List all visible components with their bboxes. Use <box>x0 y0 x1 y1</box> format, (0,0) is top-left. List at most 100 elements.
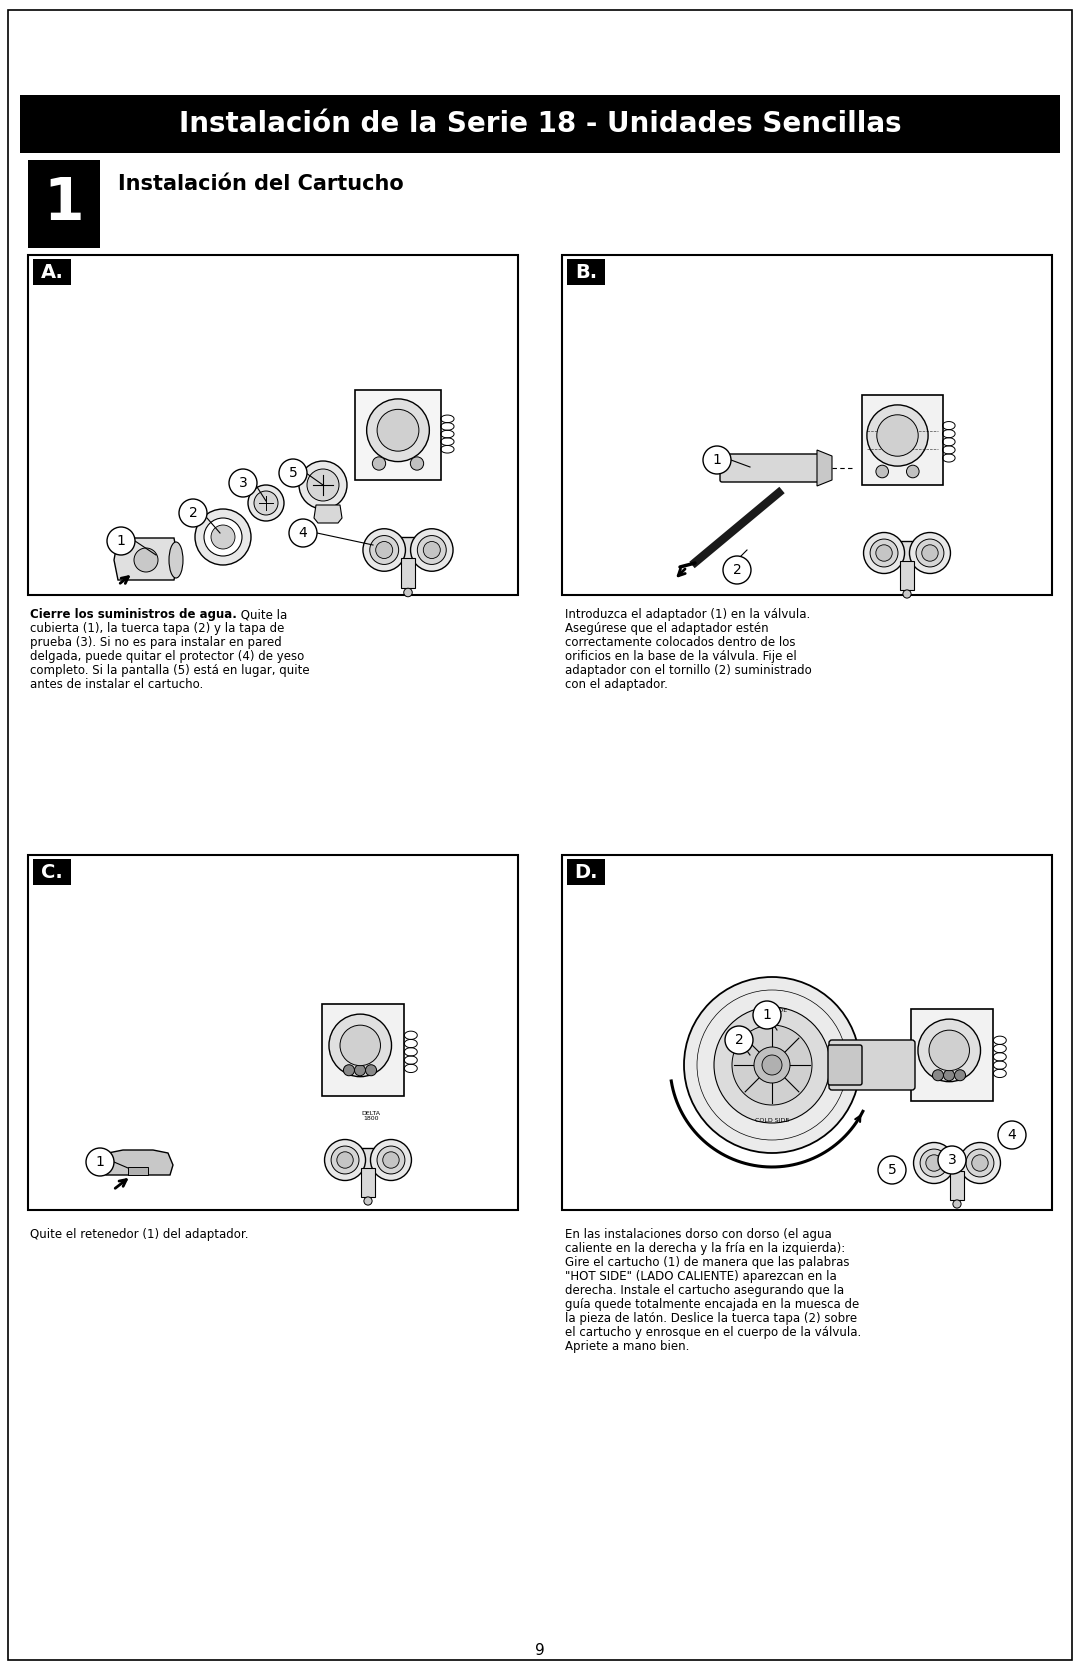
Circle shape <box>753 1001 781 1030</box>
Circle shape <box>864 532 905 574</box>
Circle shape <box>998 1122 1026 1148</box>
Circle shape <box>377 409 419 451</box>
Text: adaptador con el tornillo (2) suministrado: adaptador con el tornillo (2) suministra… <box>565 664 812 678</box>
Text: COLD SIDE: COLD SIDE <box>755 1118 789 1123</box>
Text: 4: 4 <box>299 526 308 541</box>
Circle shape <box>876 466 889 477</box>
Circle shape <box>929 1030 970 1070</box>
Text: 2: 2 <box>189 506 198 521</box>
Text: Cierre los suministros de agua.: Cierre los suministros de agua. <box>30 608 237 621</box>
Text: Instalación de la Serie 18 - Unidades Sencillas: Instalación de la Serie 18 - Unidades Se… <box>178 110 902 139</box>
Circle shape <box>918 1020 981 1082</box>
Circle shape <box>332 1147 359 1173</box>
Bar <box>33 860 71 885</box>
Circle shape <box>343 1065 354 1077</box>
Bar <box>355 391 441 481</box>
Circle shape <box>134 547 158 572</box>
Circle shape <box>324 1140 365 1180</box>
Text: guía quede totalmente encajada en la muesca de: guía quede totalmente encajada en la mue… <box>565 1298 860 1312</box>
Text: 1: 1 <box>95 1155 105 1168</box>
Circle shape <box>337 1152 353 1168</box>
Circle shape <box>376 541 393 559</box>
Circle shape <box>299 461 347 509</box>
Bar <box>862 396 943 486</box>
Circle shape <box>417 536 446 564</box>
Text: D.: D. <box>575 863 597 881</box>
Circle shape <box>959 1143 1000 1183</box>
Bar <box>33 259 71 285</box>
Bar <box>129 1167 148 1175</box>
Circle shape <box>903 589 912 598</box>
Circle shape <box>944 1070 955 1082</box>
Text: En las instalaciones dorso con dorso (el agua: En las instalaciones dorso con dorso (el… <box>565 1228 832 1242</box>
Text: completo. Si la pantalla (5) está en lugar, quite: completo. Si la pantalla (5) está en lug… <box>30 664 310 678</box>
Circle shape <box>229 469 257 497</box>
Text: 1: 1 <box>43 175 84 232</box>
Polygon shape <box>816 451 832 486</box>
Text: "HOT SIDE" (LADO CALIENTE) aparezcan en la: "HOT SIDE" (LADO CALIENTE) aparezcan en … <box>565 1270 837 1283</box>
Polygon shape <box>314 506 342 522</box>
Circle shape <box>714 1006 831 1123</box>
Circle shape <box>410 457 423 471</box>
Circle shape <box>377 1147 405 1173</box>
Text: Asegúrese que el adaptador estén: Asegúrese que el adaptador estén <box>565 623 769 634</box>
Text: Quite el retenedor (1) del adaptador.: Quite el retenedor (1) del adaptador. <box>30 1228 248 1242</box>
Circle shape <box>932 1070 944 1082</box>
Bar <box>28 160 100 249</box>
Bar <box>21 95 1059 154</box>
Circle shape <box>754 1046 789 1083</box>
Circle shape <box>684 976 860 1153</box>
Bar <box>401 559 415 587</box>
Circle shape <box>870 539 897 567</box>
Circle shape <box>370 1140 411 1180</box>
Circle shape <box>878 1157 906 1183</box>
Bar <box>950 1172 963 1200</box>
Bar <box>567 259 605 285</box>
Bar <box>901 561 914 589</box>
Text: el cartucho y enrosque en el cuerpo de la válvula.: el cartucho y enrosque en el cuerpo de l… <box>565 1325 861 1339</box>
Text: antes de instalar el cartucho.: antes de instalar el cartucho. <box>30 678 203 691</box>
Circle shape <box>195 509 251 566</box>
Circle shape <box>762 1055 782 1075</box>
Text: Gire el cartucho (1) de manera que las palabras: Gire el cartucho (1) de manera que las p… <box>565 1257 850 1268</box>
Bar <box>28 255 518 596</box>
Text: 3: 3 <box>239 476 247 491</box>
Circle shape <box>373 457 386 471</box>
Polygon shape <box>114 537 178 581</box>
Text: Introduzca el adaptador (1) en la válvula.: Introduzca el adaptador (1) en la válvul… <box>565 608 810 621</box>
Bar <box>924 1150 989 1175</box>
Bar <box>874 541 940 566</box>
Circle shape <box>211 526 235 549</box>
Text: Quite la: Quite la <box>237 608 287 621</box>
Circle shape <box>909 532 950 574</box>
Text: la pieza de latón. Deslice la tuerca tapa (2) sobre: la pieza de latón. Deslice la tuerca tap… <box>565 1312 858 1325</box>
Text: 2: 2 <box>732 562 741 577</box>
Circle shape <box>354 1065 365 1077</box>
Text: C.: C. <box>41 863 63 881</box>
Circle shape <box>732 1025 812 1105</box>
Text: 1: 1 <box>713 452 721 467</box>
Text: cubierta (1), la tuerca tapa (2) y la tapa de: cubierta (1), la tuerca tapa (2) y la ta… <box>30 623 284 634</box>
FancyBboxPatch shape <box>720 454 824 482</box>
Text: Instalación del Cartucho: Instalación del Cartucho <box>118 174 404 194</box>
Bar <box>374 537 442 562</box>
Circle shape <box>966 1148 994 1177</box>
Text: orificios en la base de la válvula. Fije el: orificios en la base de la válvula. Fije… <box>565 649 797 663</box>
Circle shape <box>972 1155 988 1172</box>
Bar <box>28 855 518 1210</box>
Circle shape <box>953 1200 961 1208</box>
Circle shape <box>404 587 413 598</box>
Circle shape <box>279 459 307 487</box>
Circle shape <box>914 1143 955 1183</box>
Circle shape <box>926 1155 942 1172</box>
Bar <box>910 1010 994 1102</box>
Text: B.: B. <box>575 262 597 282</box>
Circle shape <box>289 519 318 547</box>
Circle shape <box>363 529 405 571</box>
Text: A.: A. <box>41 262 64 282</box>
Text: 5: 5 <box>888 1163 896 1177</box>
Bar <box>562 855 1052 1210</box>
Circle shape <box>955 1070 966 1082</box>
Circle shape <box>920 1148 948 1177</box>
Polygon shape <box>103 1150 173 1175</box>
